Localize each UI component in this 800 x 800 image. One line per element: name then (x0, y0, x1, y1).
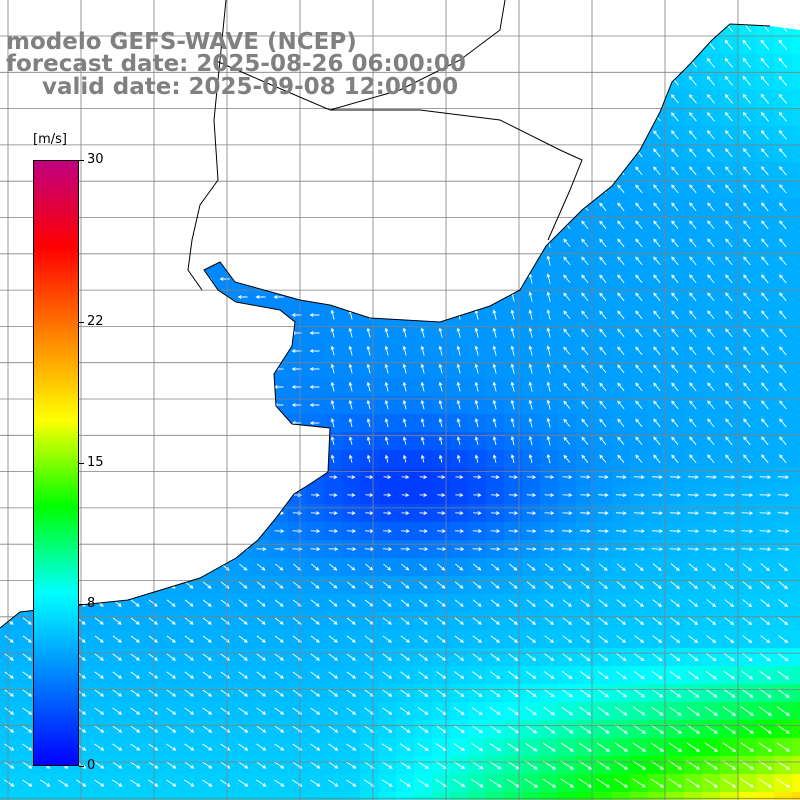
colorbar-tick-label: 8 (87, 596, 96, 612)
colorbar (33, 160, 79, 766)
model-title: modelo GEFS-WAVE (NCEP) (6, 29, 357, 55)
valid-date: valid date: 2025-09-08 12:00:00 (42, 74, 459, 100)
wind-speed-field (0, 24, 800, 800)
political-borders (187, 0, 583, 291)
colorbar-tick-mark (79, 321, 84, 323)
forecast-date: forecast date: 2025-08-26 06:00:00 (6, 51, 466, 77)
colorbar-tick-label: 0 (87, 758, 96, 773)
colorbar-tick-mark (79, 604, 84, 606)
colorbar-tick-mark (79, 463, 84, 464)
colorbar-tick-mark (79, 766, 84, 767)
colorbar-tick-label: 30 (87, 152, 104, 167)
colorbar-tick-label: 22 (87, 313, 104, 329)
coastline (0, 23, 771, 629)
colorbar-unit: [m/s] (33, 132, 67, 147)
colorbar-tick-label: 15 (87, 455, 104, 470)
colorbar-tick-mark (79, 160, 84, 161)
